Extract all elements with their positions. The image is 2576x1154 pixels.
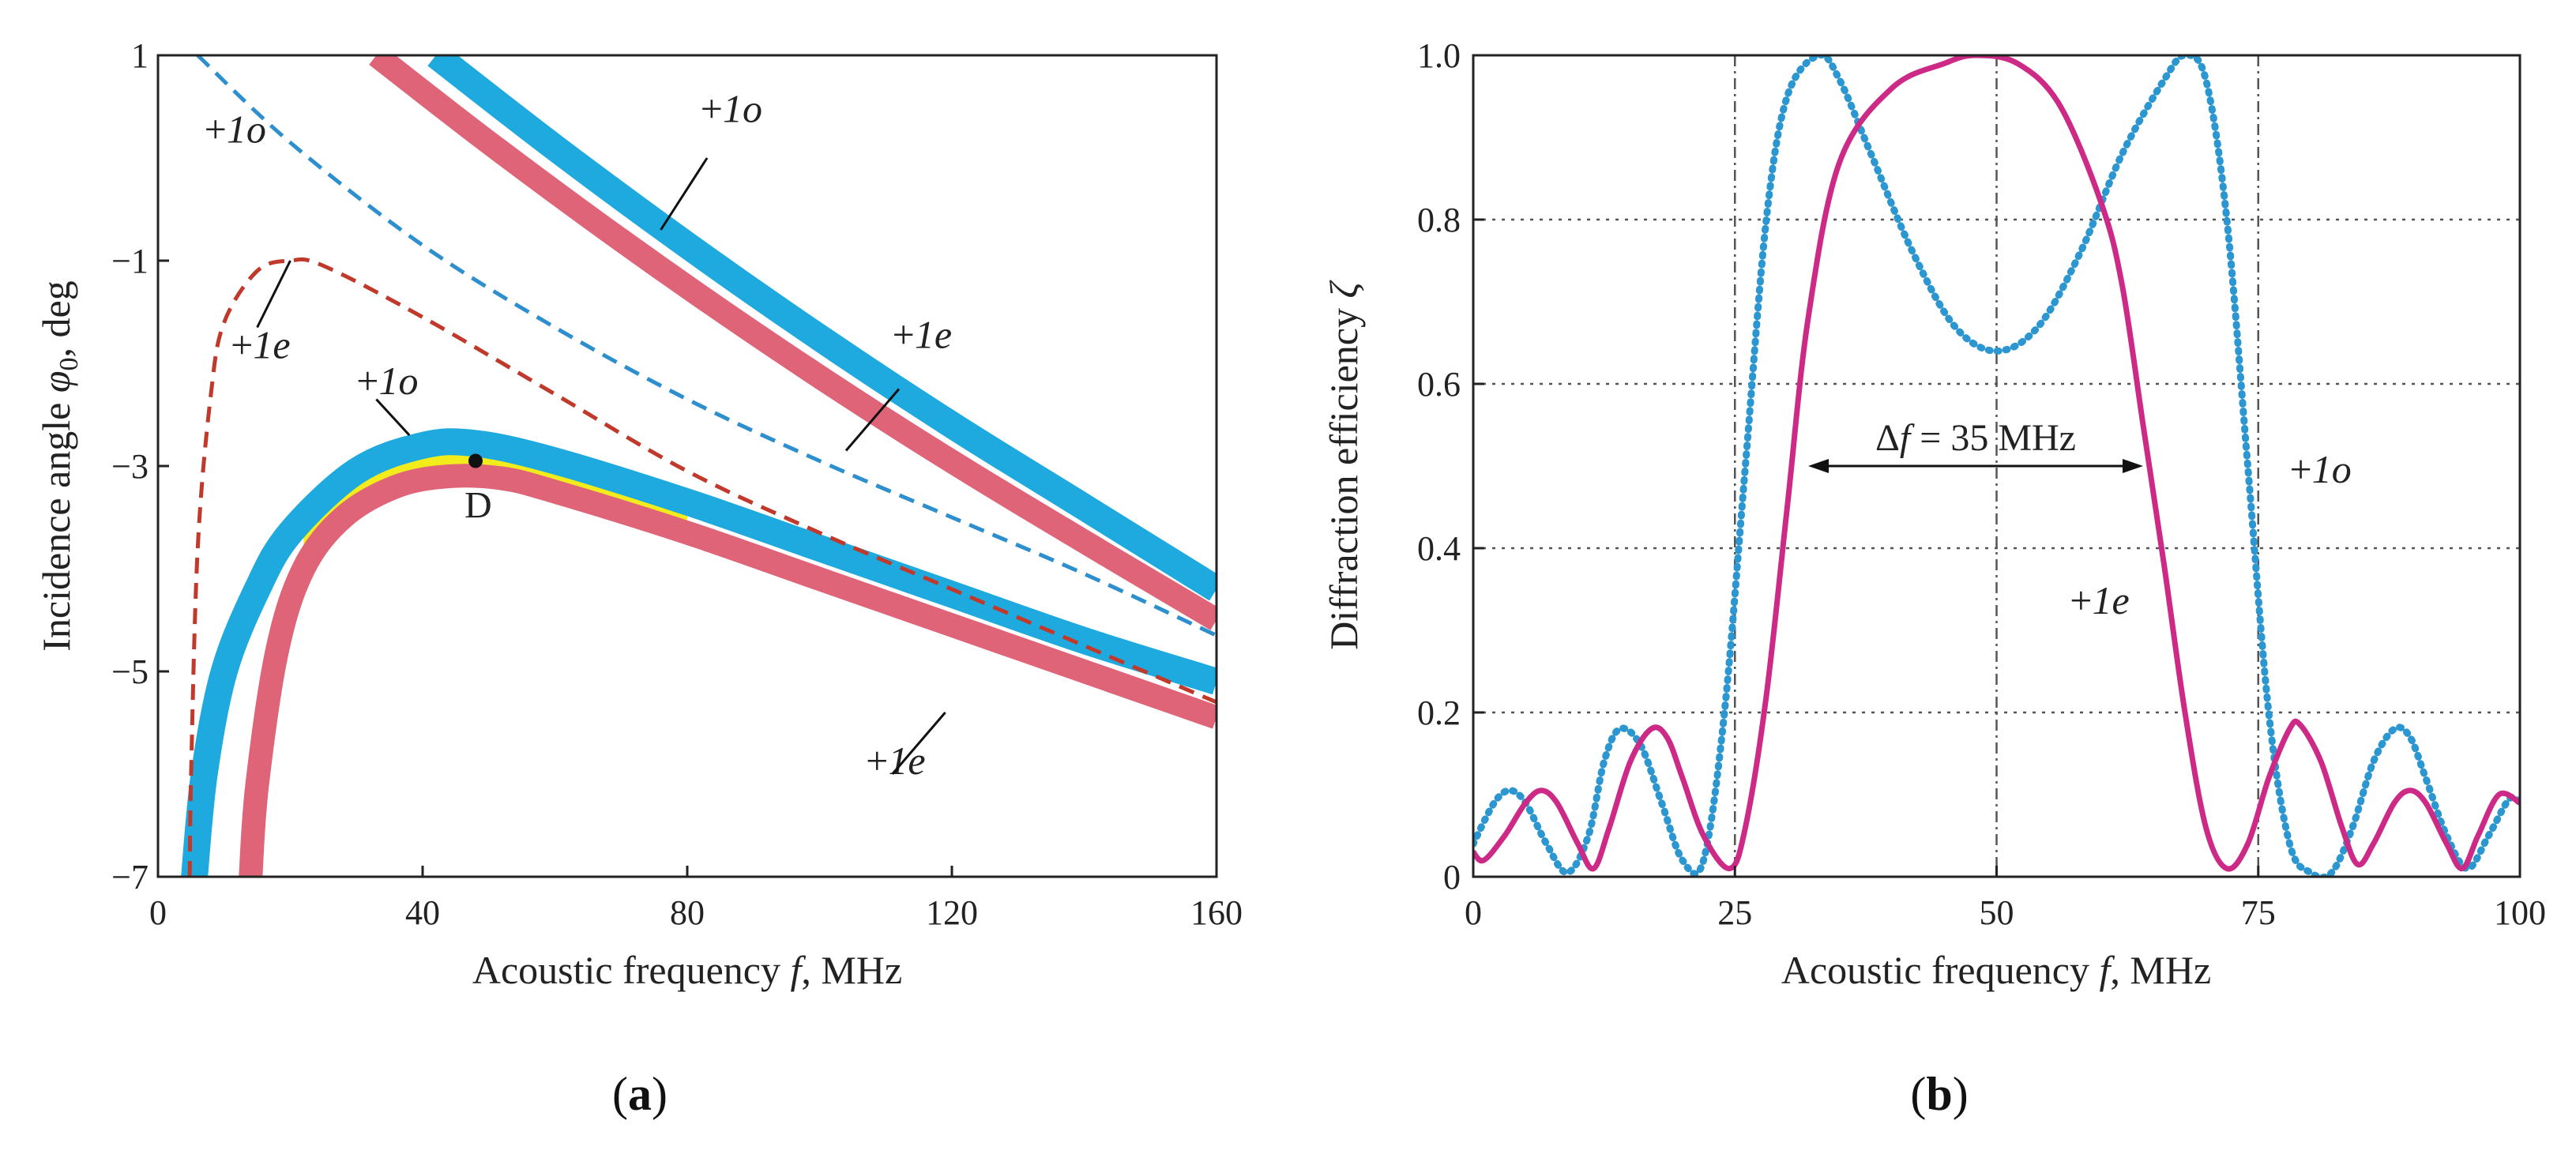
chart-b-plot-area — [1473, 55, 2520, 877]
point-d-label: D — [464, 485, 492, 527]
band-red-5 — [239, 464, 1217, 877]
bandwidth-label: Δf = 35 MHz — [1875, 417, 2076, 459]
chart-a-annotation-2: +1o — [356, 359, 418, 403]
chart-b-ytick-0: 0 — [1443, 858, 1461, 897]
chart-b-ticks: +1o +1e 0 25 50 75 100 0 0.2 0.4 0.6 0.8 1.0 — [1417, 36, 2546, 932]
chart-a-leader-3 — [660, 157, 709, 231]
chart-a-ytick-3: −5 — [111, 652, 149, 691]
chart-b-annotation-1: +1e — [2070, 578, 2129, 622]
chart-a-frame — [156, 54, 1218, 878]
chart-a-annotation-5: +1e — [866, 739, 925, 783]
chart-b-xtick-3: 75 — [2241, 893, 2276, 932]
chart-a-ytick-2: −3 — [111, 447, 149, 486]
chart-a-ytick-1: −1 — [111, 242, 149, 280]
bandwidth-arrow-head-right — [2123, 459, 2143, 473]
chart-b-annotation-0: +1o — [2290, 447, 2352, 491]
chart-b-ytick-1: 0.2 — [1417, 694, 1461, 732]
chart-b-xtick-1: 25 — [1717, 893, 1752, 932]
chart-a-ytick-0: 1 — [131, 36, 149, 75]
chart-a-xtick-1: 40 — [405, 893, 440, 932]
band-red-3 — [369, 55, 1217, 630]
chart-a-xtick-4: 160 — [1190, 893, 1243, 932]
chart-b-ytick-2: 0.4 — [1417, 529, 1461, 568]
chart-a-leader-4 — [844, 388, 901, 452]
chart-a-ylabel: Incidence angle φ0, deg — [34, 280, 84, 651]
chart-a-xtick-2: 80 — [670, 893, 705, 932]
chart-b-ytick-4: 0.8 — [1417, 201, 1461, 239]
chart-b-ytick-5: 1.0 — [1417, 36, 1461, 75]
chart-b-xtick-4: 100 — [2494, 893, 2546, 932]
chart-a-ytick-4: −7 — [111, 858, 149, 897]
chart-b-xtick-0: 0 — [1465, 893, 1482, 932]
chart-a-xtick-3: 120 — [926, 893, 978, 932]
chart-a: D +1o +1e +1o +1o +1e +1e 0 40 80 120 160 1 −1 −3 −5 −7… — [34, 36, 1243, 1120]
bandwidth-arrow-head-left — [1808, 459, 1829, 473]
panel-label-b: (b) — [1910, 1068, 1968, 1120]
bandwidth-arrow — [1808, 459, 2143, 473]
chart-a-annotation-4: +1e — [893, 313, 952, 357]
chart-a-leader-5 — [891, 712, 946, 775]
chart-b-ytick-3: 0.6 — [1417, 365, 1461, 404]
chart-a-annotation-3: +1o — [701, 87, 762, 131]
series-plus1e-solid — [1473, 55, 2520, 872]
chart-a-xlabel: Acoustic frequency f, MHz — [472, 948, 902, 992]
chart-a-leader-1 — [256, 260, 291, 329]
chart-b-ylabel: Diffraction efficiency ζ — [1322, 280, 1366, 650]
chart-a-leader-2 — [375, 398, 411, 437]
chart-b-xtick-2: 50 — [1980, 893, 2014, 932]
series-plus1o-dotted — [1473, 55, 2520, 877]
chart-b-xlabel: Acoustic frequency f, MHz — [1781, 948, 2211, 992]
chart-a-ticks: +1o +1e +1o +1o +1e +1e 0 40 80 120 160 1 −1 −3 −5 −7 — [111, 36, 1243, 932]
chart-b-grid — [1473, 55, 2520, 877]
dashed-blue-curve — [196, 55, 1217, 637]
dashed-red-curve — [187, 257, 1217, 877]
chart-a-plot-area: D — [181, 55, 1217, 877]
chart-a-annotation-1: +1e — [231, 323, 290, 367]
band-blue-4 — [181, 428, 1217, 877]
panel-label-a: (a) — [612, 1068, 668, 1120]
chart-a-annotation-0: +1o — [205, 107, 266, 152]
chart-b: +1o +1e 0 25 50 75 100 0 0.2 0.4 0.6 0.8 1.0 Δf = 35… — [1322, 36, 2546, 1120]
point-d-marker — [468, 453, 483, 468]
band-blue-2 — [427, 55, 1217, 601]
chart-a-xtick-0: 0 — [149, 893, 167, 932]
